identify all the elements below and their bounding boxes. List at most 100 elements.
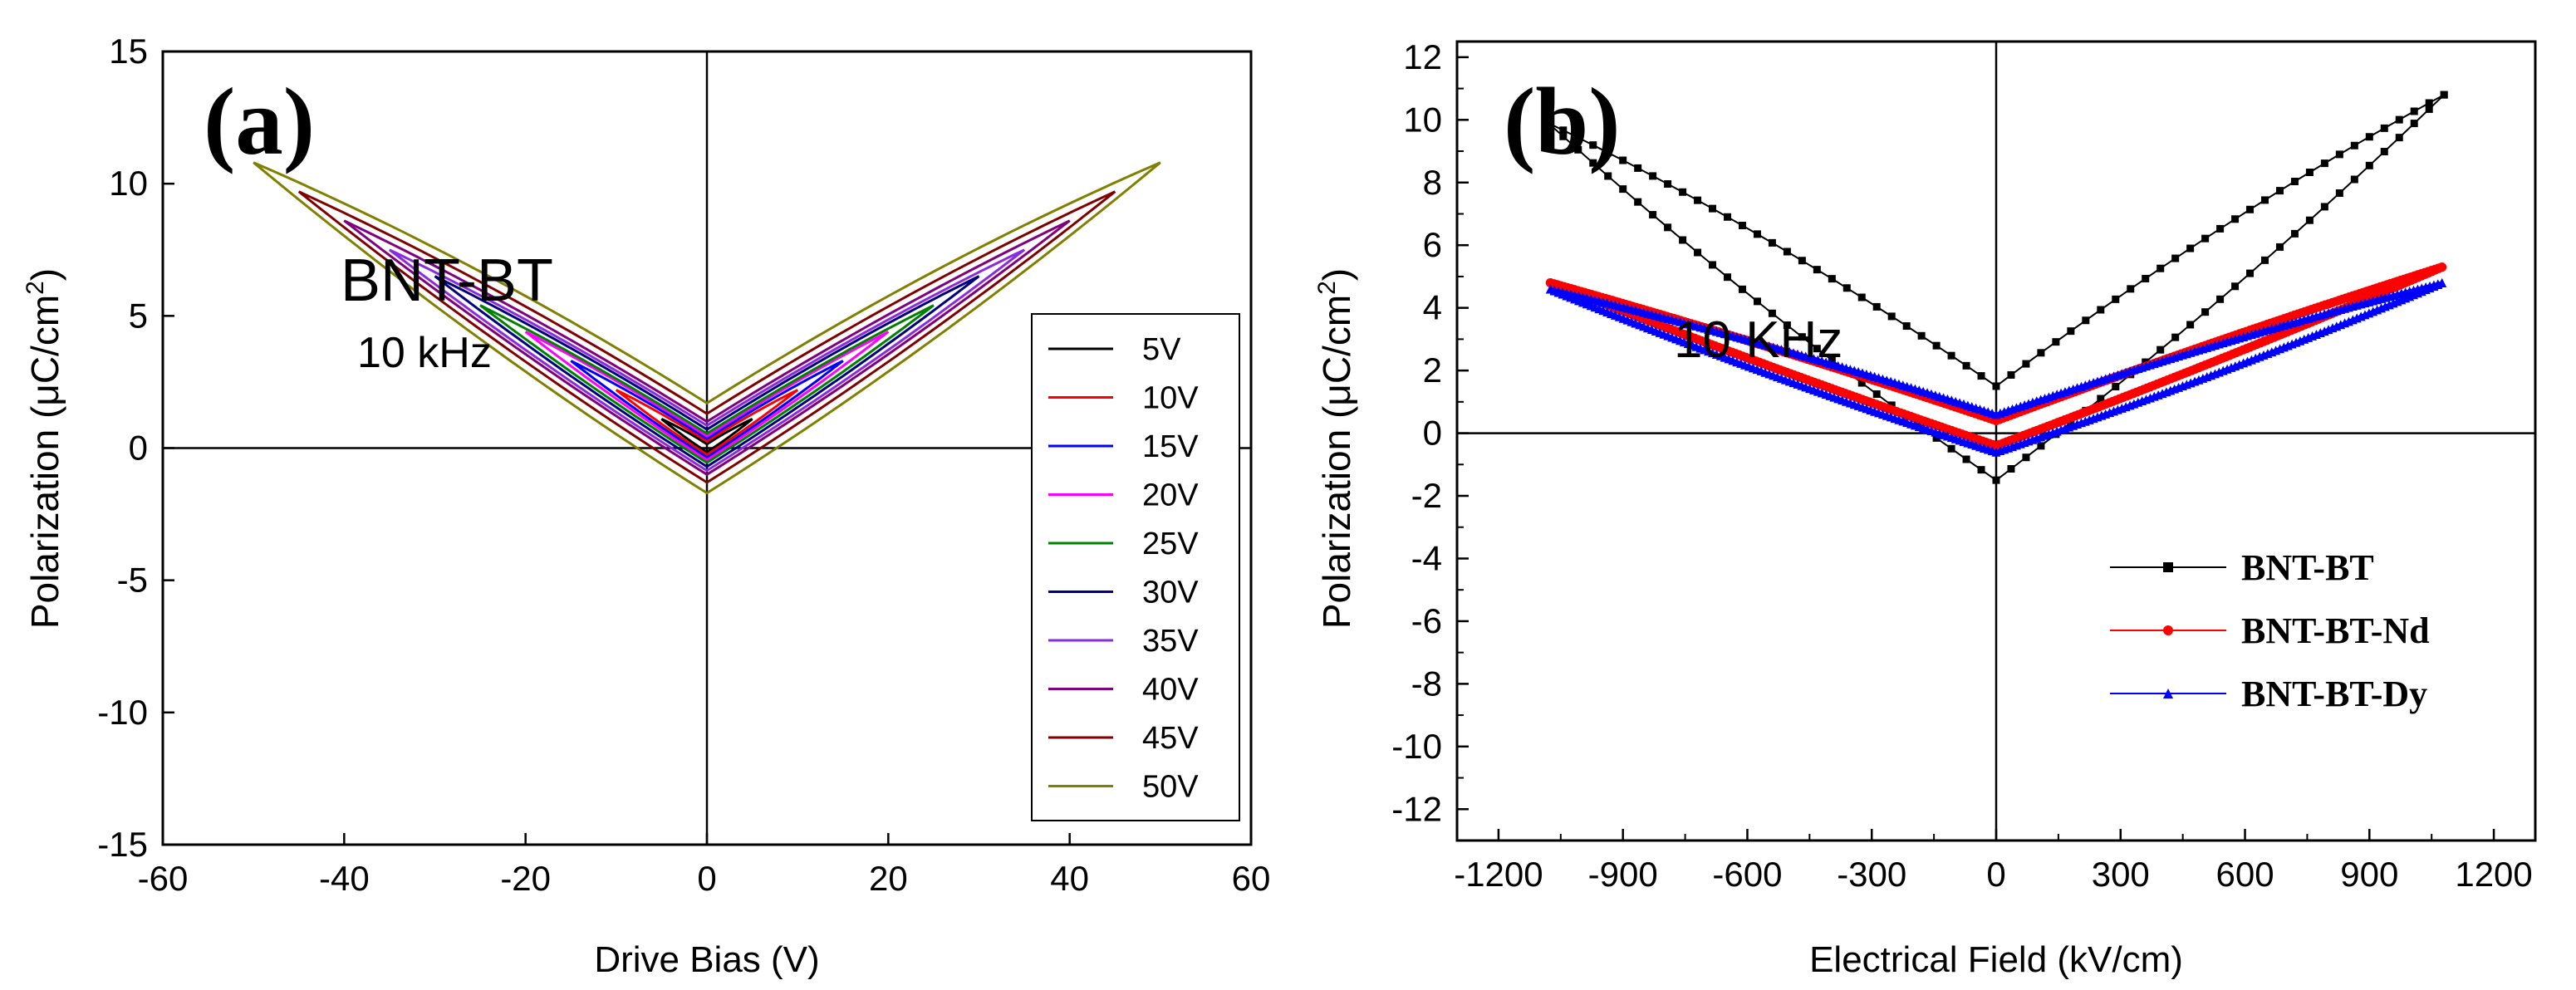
panel-b-letter: (b) xyxy=(1504,69,1621,174)
panel-b-point xyxy=(1723,213,1731,221)
panel-a-loop-30v xyxy=(434,275,980,468)
panel-b-point xyxy=(2022,453,2030,462)
panel-b-point xyxy=(1768,309,1776,317)
panel-b-point xyxy=(1604,172,1612,180)
panel-a-x-axis-label: Drive Bias (V) xyxy=(594,939,819,980)
panel-b-point xyxy=(1813,345,1821,353)
panel-b-point xyxy=(2440,91,2448,99)
panel-b-x-tick-label: 300 xyxy=(2092,855,2150,894)
panel-b-point xyxy=(1545,284,1555,294)
panel-b-point xyxy=(2261,196,2269,204)
panel-b-point xyxy=(2052,338,2060,346)
panel-a-legend-label: 45V xyxy=(1142,721,1199,756)
panel-b-point xyxy=(2112,295,2120,303)
panel-b-point xyxy=(2171,333,2180,341)
panel-b-point xyxy=(1947,444,1955,453)
panel-a-legend-label: 15V xyxy=(1142,429,1199,464)
panel-a-letter: (a) xyxy=(204,69,315,174)
panel-b-point xyxy=(2425,105,2433,113)
panel-a-legend-label: 40V xyxy=(1142,673,1199,708)
panel-a-y-label-close: ) xyxy=(23,268,66,281)
panel-b-point xyxy=(2350,141,2358,149)
panel-b-point xyxy=(2037,442,2045,450)
panel-a-loop-25v xyxy=(479,304,935,464)
panel-b-point xyxy=(1783,321,1791,330)
panel-b-point xyxy=(2201,308,2210,316)
panel-b-point xyxy=(2410,107,2418,115)
panel-b-y-tick-label: 8 xyxy=(1423,163,1442,202)
panel-b-y-axis-label: Polarization (μC/cm2) xyxy=(1313,268,1358,629)
panel-b-point xyxy=(1679,188,1687,196)
panel-b-x-tick-label: -600 xyxy=(1712,855,1782,894)
panel-b-point xyxy=(1574,145,1582,154)
panel-b-point xyxy=(1604,149,1612,157)
panel-b-point xyxy=(1649,211,1657,219)
panel-b-point xyxy=(2425,99,2433,107)
panel-a-loop-15v xyxy=(570,360,844,459)
panel-a-y-tick-label: 10 xyxy=(109,164,148,203)
panel-b-y-tick-label: -2 xyxy=(1411,476,1442,515)
panel-b-point xyxy=(1872,390,1881,399)
panel-b-y-label-sup: 2 xyxy=(1313,281,1341,295)
panel-a-legend-box xyxy=(1031,313,1240,821)
panel-b-point xyxy=(1917,331,1926,340)
panel-a-y-tick-label: 0 xyxy=(129,429,148,468)
panel-b-point xyxy=(1962,361,1970,370)
panel-b-point xyxy=(2246,269,2255,277)
panel-b-point xyxy=(1694,248,1702,257)
panel-b-point xyxy=(1857,293,1866,301)
panel-b-point xyxy=(1544,119,1553,127)
panel-b-legend-label: BNT-BT xyxy=(2241,547,2374,588)
panel-b-point xyxy=(2410,120,2418,128)
panel-b-point xyxy=(1738,285,1746,293)
panel-b-point xyxy=(1932,341,1941,350)
panel-b-series-group xyxy=(1544,91,2448,484)
panel-a-x-tick-label: 20 xyxy=(869,859,908,898)
panel-b-point xyxy=(2007,465,2015,473)
panel-b-y-tick-label: 4 xyxy=(1423,288,1442,327)
panel-b-point xyxy=(2365,133,2373,141)
panel-b-point xyxy=(1619,185,1627,194)
panel-b-point xyxy=(2171,254,2180,262)
panel-a-y-tick-label: -10 xyxy=(97,693,148,732)
panel-b-y-tick-label: -6 xyxy=(1411,601,1442,640)
panel-b-x-tick-label: 600 xyxy=(2215,855,2274,894)
panel-b-point xyxy=(1992,382,2000,390)
panel-b-point xyxy=(1783,248,1791,256)
panel-b-point xyxy=(2007,370,2015,379)
panel-b-point xyxy=(1664,180,1672,189)
panel-b-point xyxy=(1857,379,1866,387)
panel-a-legend-label: 5V xyxy=(1142,332,1181,367)
panel-b-y-tick-label: -10 xyxy=(1391,727,1442,766)
panel-b-point xyxy=(2127,285,2135,293)
panel-a-x-tick-label: -60 xyxy=(138,859,189,898)
panel-b-point xyxy=(1902,322,1911,331)
panel-a-x-tick-label: 0 xyxy=(697,859,716,898)
panel-b-point xyxy=(1649,172,1657,180)
panel-b-legend-marker xyxy=(2163,562,2173,572)
panel-a-loop-10v xyxy=(615,389,799,457)
panel-b-point xyxy=(1828,356,1836,365)
panel-b-point xyxy=(1753,297,1761,306)
panel-b-ticks: -1200 -900 -600 -300 0 300 600 900 1200 -12 -10 -8 -… xyxy=(1391,37,2532,894)
panel-a-legend-label: 25V xyxy=(1142,527,1199,561)
panel-b-point xyxy=(1634,198,1642,206)
panel-b: -1200 -900 -600 -300 0 300 600 900 1200 -12 -10 -8 -… xyxy=(1313,37,2537,980)
panel-b-y-tick-label: -8 xyxy=(1411,664,1442,703)
panel-a-legend-label: 35V xyxy=(1142,624,1199,659)
panel-a-frequency-label: 10 kHz xyxy=(357,329,492,377)
panel-b-point xyxy=(2395,115,2403,124)
panel-b-point xyxy=(2350,175,2358,184)
panel-b-y-tick-label: 6 xyxy=(1423,225,1442,264)
panel-b-point xyxy=(2365,161,2373,169)
panel-b-point xyxy=(1619,156,1627,164)
panel-b-point xyxy=(1679,236,1687,244)
panel-a-y-tick-label: 15 xyxy=(109,32,148,71)
panel-a-legend-label: 10V xyxy=(1142,381,1199,416)
panel-b-point xyxy=(2231,215,2240,223)
panel-a-loop-50v xyxy=(253,161,1161,495)
panel-b-point xyxy=(2335,189,2343,198)
panel-a: -60 -40 -20 0 20 40 60 -15 -10 -5 0 5 10 15 (a) BNT-B… xyxy=(22,32,1270,980)
panel-a-y-label-sup: 2 xyxy=(22,281,49,295)
panel-a-loop-20v xyxy=(524,331,890,462)
